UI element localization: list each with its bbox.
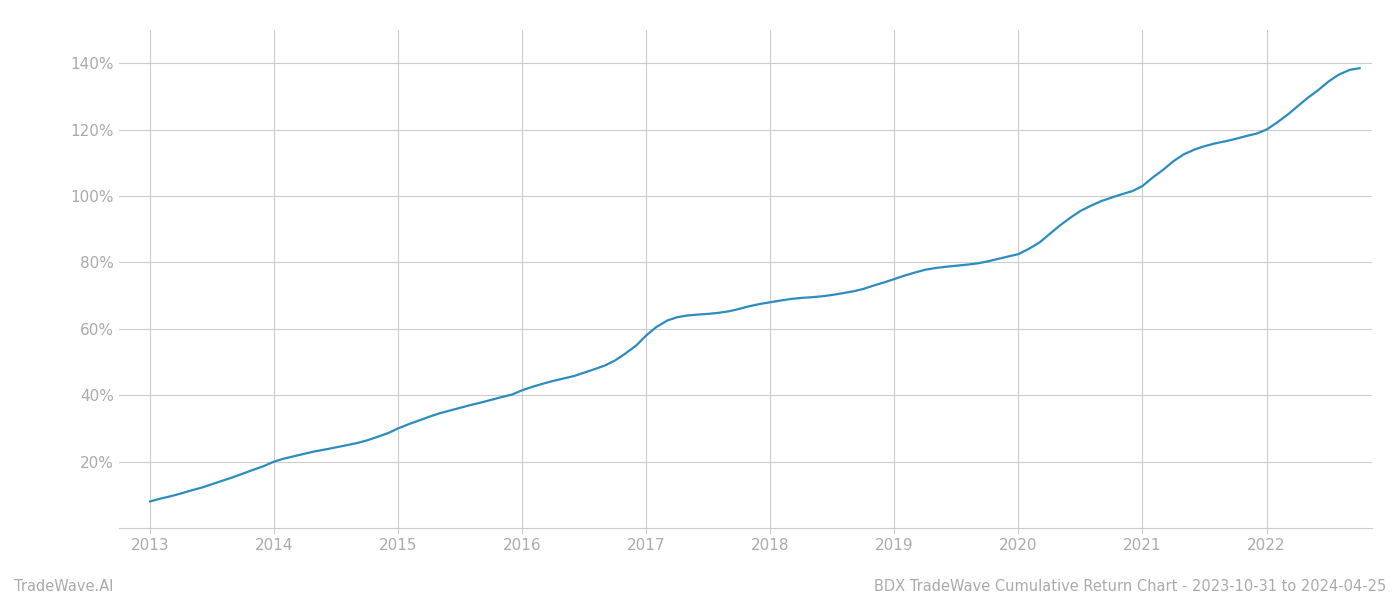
Text: TradeWave.AI: TradeWave.AI bbox=[14, 579, 113, 594]
Text: BDX TradeWave Cumulative Return Chart - 2023-10-31 to 2024-04-25: BDX TradeWave Cumulative Return Chart - … bbox=[874, 579, 1386, 594]
